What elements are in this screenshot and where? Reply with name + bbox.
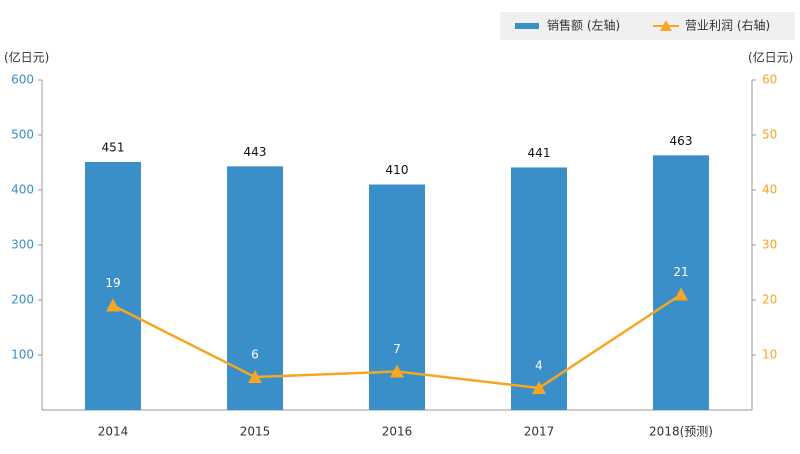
y2-tick-label: 60 — [762, 73, 777, 87]
bar — [511, 167, 567, 410]
bar — [85, 161, 141, 410]
line-marker — [532, 381, 546, 394]
bar-value-label: 463 — [670, 134, 693, 148]
y-axis-label: (亿日元) — [4, 50, 49, 65]
bar — [227, 166, 283, 410]
x-tick-label: 2017 — [524, 425, 555, 439]
x-tick-label: 2016 — [382, 425, 413, 439]
line-value-label: 4 — [535, 359, 543, 373]
line-value-label: 6 — [251, 348, 259, 362]
legend-label: 销售额 (左轴) — [547, 18, 620, 33]
y2-tick-label: 50 — [762, 128, 777, 142]
y-tick-label: 400 — [11, 183, 34, 197]
bar-value-label: 410 — [386, 163, 409, 177]
x-tick-label: 2015 — [240, 425, 271, 439]
legend-label: 营业利润 (右轴) — [685, 18, 770, 33]
y-tick-label: 500 — [11, 128, 34, 142]
line-marker — [106, 298, 120, 312]
bar — [653, 155, 709, 410]
bar-value-label: 451 — [102, 140, 125, 154]
legend-box — [500, 12, 795, 40]
y-tick-label: 100 — [11, 348, 34, 362]
y2-tick-label: 40 — [762, 183, 777, 197]
line-marker — [248, 370, 262, 383]
y2-axis-label: (亿日元) — [748, 50, 793, 65]
x-tick-label: 2018(预测) — [649, 425, 713, 439]
legend-swatch — [515, 23, 539, 29]
y2-tick-label: 20 — [762, 293, 777, 307]
y-tick-label: 600 — [11, 73, 34, 87]
y2-tick-label: 30 — [762, 238, 777, 252]
y-tick-label: 200 — [11, 293, 34, 307]
line-marker — [390, 364, 404, 378]
legend-marker — [660, 20, 672, 31]
line-value-label: 19 — [105, 276, 120, 290]
bar-value-label: 443 — [244, 145, 267, 159]
y-tick-label: 300 — [11, 238, 34, 252]
bar-value-label: 441 — [528, 146, 551, 160]
x-tick-label: 2014 — [98, 425, 129, 439]
y2-tick-label: 10 — [762, 348, 777, 362]
line-marker — [674, 287, 688, 301]
line-value-label: 7 — [393, 342, 401, 356]
line-value-label: 21 — [673, 265, 688, 279]
